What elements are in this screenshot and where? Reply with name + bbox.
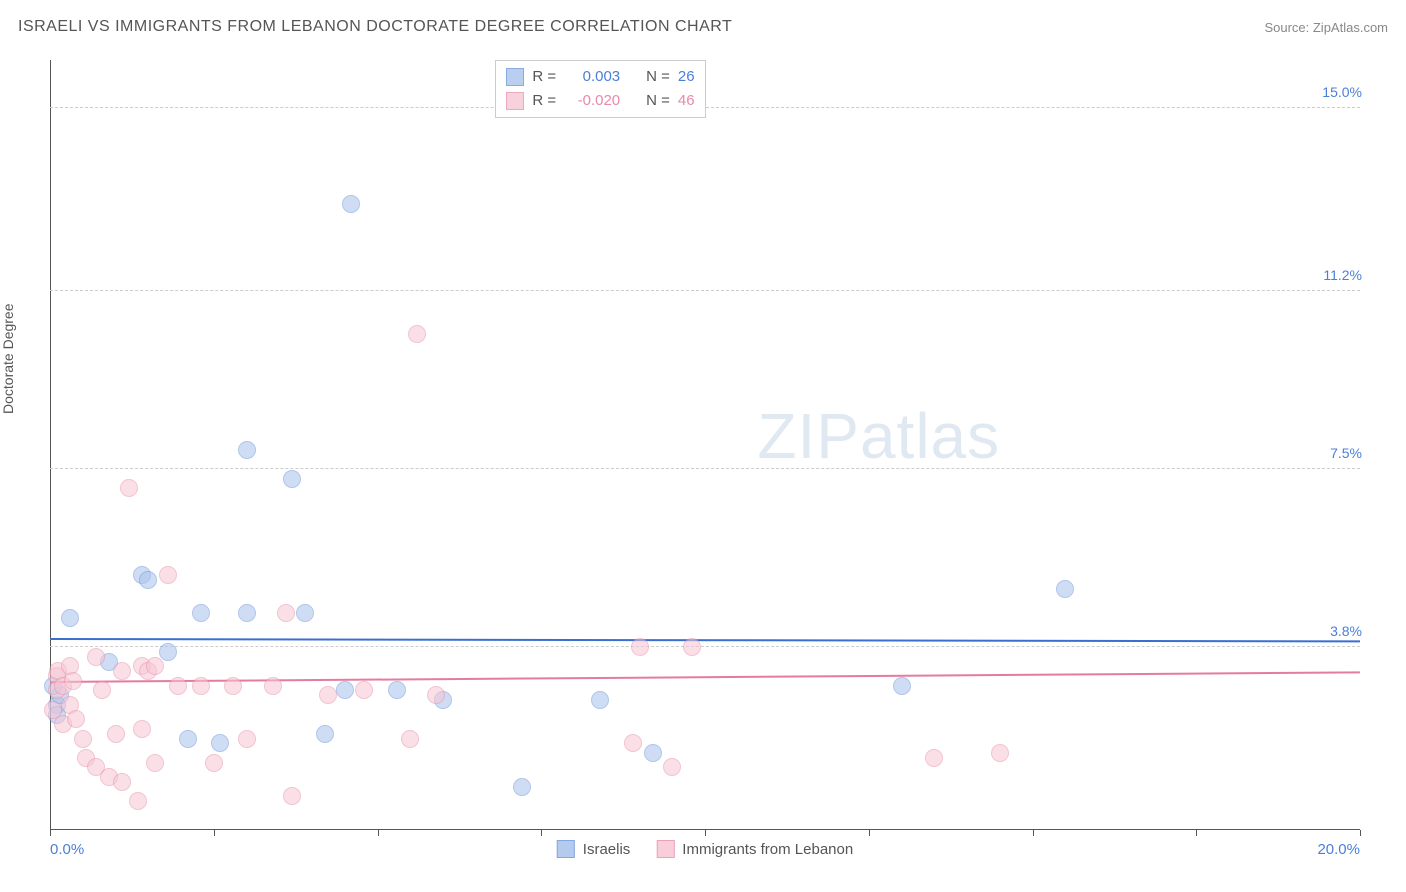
data-point-lebanon: [683, 638, 701, 656]
data-point-lebanon: [74, 730, 92, 748]
source-label: Source: ZipAtlas.com: [1264, 20, 1388, 35]
data-point-lebanon: [129, 792, 147, 810]
data-point-lebanon: [113, 662, 131, 680]
data-point-israelis: [388, 681, 406, 699]
watermark: ZIPatlas: [757, 399, 1000, 473]
data-point-israelis: [513, 778, 531, 796]
series-legend-item: Immigrants from Lebanon: [656, 840, 853, 858]
gridline: [50, 290, 1360, 291]
data-point-israelis: [179, 730, 197, 748]
data-point-israelis: [159, 643, 177, 661]
series-label: Immigrants from Lebanon: [682, 841, 853, 858]
legend-swatch: [506, 68, 524, 86]
x-tick: [1360, 830, 1361, 836]
data-point-lebanon: [991, 744, 1009, 762]
r-value: 0.003: [564, 65, 620, 89]
legend-swatch: [557, 840, 575, 858]
data-point-lebanon: [146, 657, 164, 675]
x-max-label: 20.0%: [1317, 841, 1360, 858]
data-point-lebanon: [192, 677, 210, 695]
data-point-lebanon: [238, 730, 256, 748]
data-point-israelis: [316, 725, 334, 743]
data-point-lebanon: [277, 604, 295, 622]
gridline-label: 15.0%: [1322, 84, 1362, 100]
x-tick: [1196, 830, 1197, 836]
scatter-plot: ZIPatlas 3.8%7.5%11.2%15.0%0.0%20.0%R =0…: [50, 60, 1360, 830]
data-point-lebanon: [64, 672, 82, 690]
correlation-legend-row: R = 0.003 N = 26: [506, 65, 694, 89]
data-point-lebanon: [319, 686, 337, 704]
data-point-lebanon: [93, 681, 111, 699]
data-point-lebanon: [133, 720, 151, 738]
data-point-lebanon: [264, 677, 282, 695]
data-point-lebanon: [427, 686, 445, 704]
data-point-lebanon: [205, 754, 223, 772]
data-point-israelis: [238, 441, 256, 459]
data-point-lebanon: [113, 773, 131, 791]
data-point-lebanon: [631, 638, 649, 656]
chart-title: ISRAELI VS IMMIGRANTS FROM LEBANON DOCTO…: [18, 18, 732, 36]
data-point-israelis: [342, 195, 360, 213]
n-value: 46: [678, 89, 695, 113]
n-label: N =: [646, 89, 670, 113]
title-bar: ISRAELI VS IMMIGRANTS FROM LEBANON DOCTO…: [18, 18, 1388, 36]
data-point-lebanon: [355, 681, 373, 699]
data-point-lebanon: [169, 677, 187, 695]
trend-line-lebanon: [50, 672, 1360, 684]
gridline-label: 11.2%: [1323, 267, 1362, 283]
data-point-lebanon: [224, 677, 242, 695]
data-point-israelis: [591, 691, 609, 709]
x-min-label: 0.0%: [50, 841, 84, 858]
data-point-israelis: [296, 604, 314, 622]
data-point-israelis: [238, 604, 256, 622]
x-tick: [214, 830, 215, 836]
r-value: -0.020: [564, 89, 620, 113]
n-value: 26: [678, 65, 695, 89]
x-tick: [1033, 830, 1034, 836]
data-point-lebanon: [624, 734, 642, 752]
correlation-legend: R = 0.003 N = 26 R = -0.020 N = 46: [495, 60, 705, 118]
data-point-israelis: [283, 470, 301, 488]
n-label: N =: [646, 65, 670, 89]
series-legend: Israelis Immigrants from Lebanon: [557, 840, 853, 858]
data-point-israelis: [893, 677, 911, 695]
data-point-lebanon: [146, 754, 164, 772]
data-point-lebanon: [159, 566, 177, 584]
data-point-israelis: [211, 734, 229, 752]
gridline: [50, 468, 1360, 469]
data-point-israelis: [1056, 580, 1074, 598]
r-label: R =: [532, 89, 556, 113]
x-tick: [50, 830, 51, 836]
y-axis-label: Doctorate Degree: [0, 303, 16, 414]
r-label: R =: [532, 65, 556, 89]
x-tick: [378, 830, 379, 836]
legend-swatch: [656, 840, 674, 858]
data-point-lebanon: [283, 787, 301, 805]
data-point-lebanon: [120, 479, 138, 497]
data-point-lebanon: [87, 648, 105, 666]
data-point-lebanon: [401, 730, 419, 748]
legend-swatch: [506, 92, 524, 110]
data-point-israelis: [139, 571, 157, 589]
x-tick: [869, 830, 870, 836]
data-point-lebanon: [67, 710, 85, 728]
series-legend-item: Israelis: [557, 840, 631, 858]
data-point-lebanon: [663, 758, 681, 776]
data-point-lebanon: [107, 725, 125, 743]
gridline: [50, 646, 1360, 647]
data-point-israelis: [644, 744, 662, 762]
data-point-lebanon: [925, 749, 943, 767]
data-point-israelis: [336, 681, 354, 699]
data-point-lebanon: [408, 325, 426, 343]
x-tick: [705, 830, 706, 836]
trend-line-israelis: [50, 638, 1360, 642]
x-tick: [541, 830, 542, 836]
data-point-israelis: [61, 609, 79, 627]
data-point-israelis: [192, 604, 210, 622]
gridline-label: 7.5%: [1330, 445, 1362, 461]
series-label: Israelis: [583, 841, 631, 858]
gridline-label: 3.8%: [1330, 623, 1362, 639]
correlation-legend-row: R = -0.020 N = 46: [506, 89, 694, 113]
